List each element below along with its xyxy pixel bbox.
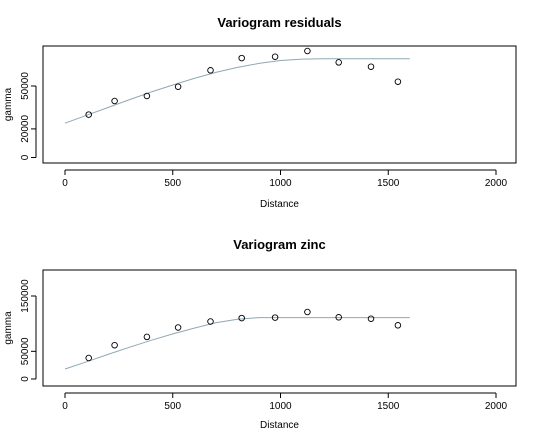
zinc-plot-frame — [42, 269, 517, 387]
zinc-x-axis-label: Distance — [260, 420, 299, 431]
residuals-data-point — [367, 63, 375, 70]
residuals-chart-title: Variogram residuals — [217, 15, 341, 30]
residuals-data-point — [304, 47, 311, 55]
zinc-data-point — [143, 333, 151, 341]
zinc-data-point — [367, 315, 375, 322]
zinc-y-axis-label: gamma — [3, 311, 14, 345]
zinc-x-tick-label: 0 — [62, 401, 68, 412]
residuals-x-tick-label: 0 — [62, 178, 68, 189]
residuals-x-tick-label: 1500 — [377, 178, 400, 189]
residuals-x-tick-label: 500 — [164, 178, 181, 189]
residuals-x-axis-label: Distance — [260, 199, 299, 210]
residuals-y-tick-label: 50000 — [20, 72, 31, 100]
residuals-data-point — [85, 111, 92, 118]
residuals-y-tick-label: 20000 — [20, 115, 31, 143]
zinc-x-tick-label: 500 — [164, 401, 181, 412]
zinc-data-point — [85, 354, 92, 362]
residuals-data-point — [335, 59, 342, 66]
zinc-data-point — [304, 308, 311, 316]
residuals-data-point — [238, 54, 245, 62]
residuals-plot-frame — [42, 45, 517, 164]
zinc-x-tick-label: 1000 — [269, 401, 292, 412]
zinc-y-tick-label: 150000 — [20, 279, 31, 313]
zinc-y-tick-label: 50000 — [20, 337, 31, 365]
zinc-data-point — [394, 322, 402, 329]
residuals-data-point — [207, 67, 214, 74]
zinc-x-tick-label: 2000 — [485, 401, 508, 412]
residuals-data-point — [394, 78, 402, 85]
zinc-data-point — [335, 314, 342, 321]
zinc-data-point — [271, 314, 279, 321]
zinc-y-tick-label: 0 — [20, 376, 31, 382]
residuals-data-point — [143, 92, 151, 100]
residuals-y-axis-label: gamma — [3, 87, 14, 121]
zinc-x-tick-label: 1500 — [377, 401, 400, 412]
residuals-data-point — [111, 97, 118, 105]
residuals-data-point — [174, 83, 182, 90]
residuals-y-tick-label: 0 — [20, 154, 31, 160]
residuals-data-point — [271, 53, 279, 60]
zinc-fitted-model-line — [64, 317, 410, 370]
zinc-data-point — [207, 318, 214, 325]
residuals-fitted-model-line — [64, 58, 410, 124]
residuals-x-tick-label: 1000 — [269, 178, 292, 189]
zinc-data-point — [111, 341, 118, 349]
residuals-x-tick-label: 2000 — [485, 178, 508, 189]
zinc-data-point — [238, 314, 245, 322]
zinc-chart-title: Variogram zinc — [233, 237, 325, 252]
zinc-data-point — [174, 324, 182, 331]
